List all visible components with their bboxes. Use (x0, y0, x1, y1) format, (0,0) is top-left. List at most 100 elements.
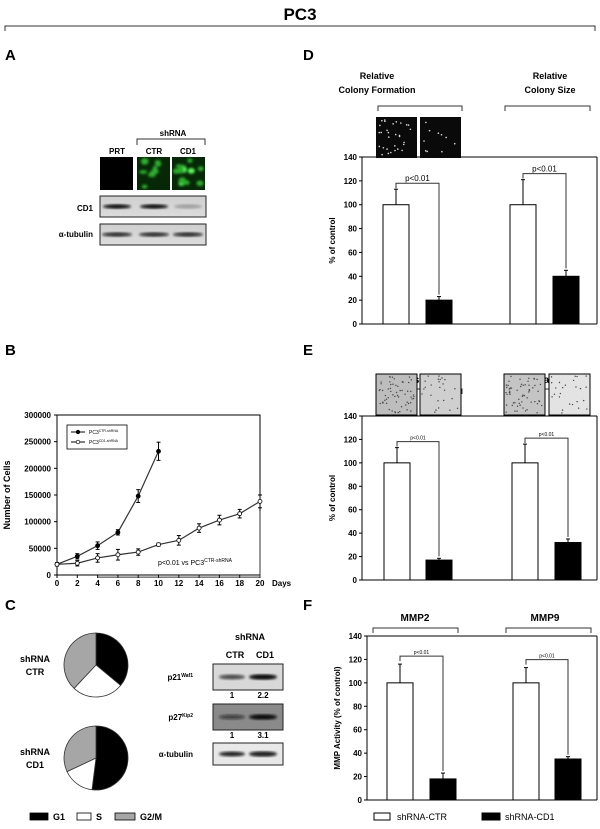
cell-dot (509, 390, 511, 392)
colony (407, 124, 410, 126)
y-tick-label: 0 (353, 320, 358, 329)
cell-dot (379, 402, 381, 405)
y-tick-label: 300000 (24, 411, 51, 420)
bar-shrna-ctr-0 (383, 462, 411, 581)
colony (384, 120, 386, 123)
cell-dot (514, 402, 516, 404)
y-tick-label: 100 (344, 201, 358, 210)
lane-label-cd1: CD1 (180, 147, 197, 156)
cell (178, 177, 187, 185)
bar-shrna-cd1-0 (429, 778, 457, 801)
colony (390, 151, 392, 154)
colony (386, 129, 388, 132)
y-axis-label: MMP Activity (% of control) (333, 666, 342, 769)
pie-label: shRNA (20, 747, 51, 757)
data-point (216, 517, 222, 523)
blot-c-bands (219, 714, 277, 720)
colony (379, 124, 381, 127)
cell-dot (395, 384, 397, 386)
group-header: Relative (533, 71, 568, 81)
cell-dot (520, 383, 523, 386)
y-tick-label: 20 (348, 553, 357, 562)
bar-shrna-cd1-1 (554, 542, 582, 581)
cell-dot (395, 391, 398, 394)
colony (387, 152, 390, 155)
colony (381, 153, 383, 156)
legend-b (66, 424, 128, 450)
y-tick-label: 40 (353, 749, 362, 758)
y-tick-label: 0 (47, 571, 52, 580)
cell-dot (410, 410, 412, 412)
cell-dot (411, 398, 413, 400)
cell-dot (412, 397, 415, 400)
cell-dot (585, 375, 587, 377)
bar-shrna-ctr-0 (382, 204, 410, 325)
colony (378, 145, 381, 148)
cell (196, 180, 204, 187)
blot-name: p21 (167, 673, 181, 682)
panel-label-a: A (5, 47, 16, 64)
colony (403, 141, 405, 144)
cell-dot (439, 386, 441, 389)
fluorescence-image-prt (100, 157, 133, 190)
y-tick-label: 60 (348, 506, 357, 515)
cell-dot (550, 382, 553, 384)
legend-label-ctr: shRNA-CTR (397, 812, 448, 822)
group-bracket (504, 105, 591, 111)
data-point (196, 525, 202, 531)
y-tick-label: 0 (353, 576, 358, 585)
cell-dot (451, 398, 453, 400)
cell-dot (510, 387, 513, 389)
legend-swatch-ctr (373, 812, 391, 821)
colony (380, 131, 383, 134)
significance-bracket (525, 659, 569, 755)
cell-dot (390, 383, 392, 386)
cell-dot (427, 375, 429, 377)
cell-dot (536, 412, 538, 414)
colony (423, 140, 425, 142)
cell-dot (395, 401, 398, 403)
cell (141, 184, 148, 189)
blot-c-label-2: α-tubulin (159, 750, 193, 759)
cell-dot (384, 394, 387, 397)
cell-dot (519, 404, 521, 406)
colony (392, 123, 394, 125)
colony (440, 133, 443, 136)
legend-label-1: PC3CD1-shRNA (89, 439, 119, 446)
cell-dot (441, 377, 443, 379)
cell-dot (394, 411, 396, 414)
cell-dot (438, 375, 440, 377)
cell-dot (505, 404, 508, 406)
blot-c-label-0: p21Waf1 (167, 673, 193, 682)
cell-dot (511, 404, 513, 407)
cell-dot (505, 384, 508, 386)
lane-label-prt: PRT (109, 147, 125, 156)
cell-dot (408, 381, 410, 384)
cell (139, 170, 148, 174)
significance-bracket (524, 437, 569, 537)
cell-dot (397, 396, 400, 398)
cell-dot (385, 398, 388, 400)
cell-dot (528, 389, 531, 392)
legend-swatch-c-1 (76, 812, 92, 821)
cell-dot (524, 410, 527, 412)
cell (178, 164, 186, 169)
cell-dot (508, 391, 511, 394)
cell-dot (541, 404, 543, 407)
significance-bracket-b (97, 511, 261, 578)
legend-marker (75, 439, 81, 445)
fluorescence-cells (139, 157, 162, 189)
significance-annotation-b: p<0.01 vs PC3CTR-shRNA (158, 558, 233, 567)
cell-dot (526, 409, 528, 411)
legend-sup: CD1-shRNA (99, 439, 119, 443)
y-tick-label: 140 (349, 632, 363, 641)
legend-name: PC3 (89, 440, 99, 446)
cell-dot (553, 393, 556, 396)
cell-dot (410, 396, 412, 398)
colony (394, 149, 396, 152)
cell-dot (407, 402, 410, 405)
x-tick-label: 18 (235, 579, 244, 588)
cell-dot (454, 388, 456, 390)
legend-label-c: G2/M (140, 812, 162, 822)
pie-label: CTR (26, 667, 45, 677)
